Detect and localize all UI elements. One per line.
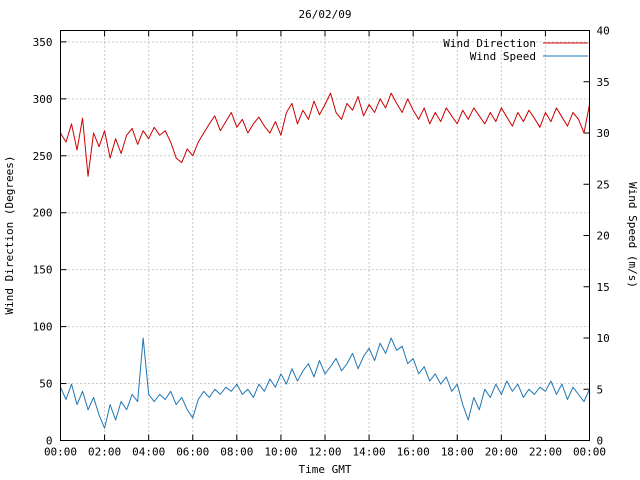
left-tick-label: 100	[33, 321, 53, 334]
x-tick-label: 18:00	[441, 446, 474, 459]
right-tick-label: 25	[597, 178, 610, 191]
left-tick-label: 350	[33, 36, 53, 49]
left-tick-label: 50	[39, 378, 52, 391]
left-tick-label: 200	[33, 207, 53, 220]
left-tick-label: 150	[33, 264, 53, 277]
left-tick-label: 0	[46, 435, 53, 448]
plot-border	[60, 30, 590, 441]
series-wind-speed-line	[60, 337, 590, 429]
x-tick-label: 06:00	[176, 446, 209, 459]
x-tick-label: 14:00	[353, 446, 386, 459]
x-tick-label: 04:00	[132, 446, 165, 459]
left-tick-label: 300	[33, 93, 53, 106]
chart-title: 26/02/09	[299, 8, 352, 21]
x-tick-label: 20:00	[485, 446, 518, 459]
legend-label-wind-speed: Wind Speed	[470, 50, 536, 63]
right-tick-label: 10	[597, 332, 610, 345]
x-tick-label: 00:00	[44, 446, 77, 459]
x-axis-label: Time GMT	[299, 463, 352, 476]
legend-label-wind-direction: Wind Direction	[443, 37, 536, 50]
right-tick-label: 40	[597, 25, 610, 38]
right-tick-label: 15	[597, 281, 610, 294]
right-tick-label: 30	[597, 127, 610, 140]
legend: Wind Direction Wind Speed	[443, 37, 588, 63]
right-tick-label: 20	[597, 230, 610, 243]
right-tick-label: 35	[597, 76, 610, 89]
x-tick-label: 00:00	[573, 446, 606, 459]
x-tick-label: 12:00	[308, 446, 341, 459]
left-axis-label: Wind Direction (Degrees)	[3, 156, 16, 315]
right-tick-label: 0	[597, 435, 604, 448]
x-tick-label: 16:00	[397, 446, 430, 459]
x-tick-label: 22:00	[529, 446, 562, 459]
x-tick-label: 10:00	[264, 446, 297, 459]
left-tick-label: 250	[33, 150, 53, 163]
x-tick-label: 08:00	[220, 446, 253, 459]
plot-dynamic-layer: 00:00 02:00 04:00 06:00 08:00 10:00 12:00 14:00…	[33, 25, 610, 459]
series-wind-direction-line	[60, 92, 590, 177]
x-tick-label: 02:00	[88, 446, 121, 459]
right-axis-label: Wind Speed (m/s)	[626, 182, 639, 288]
right-tick-label: 5	[597, 383, 604, 396]
